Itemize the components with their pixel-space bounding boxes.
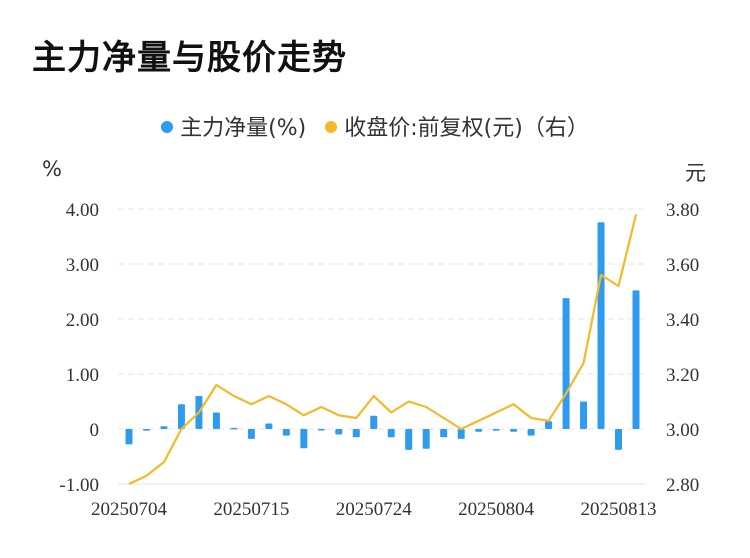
legend-dot-icon	[325, 121, 338, 133]
x-tick-label: 20250804	[458, 499, 535, 520]
bar	[492, 429, 500, 431]
y-right-tick-label: 3.60	[666, 255, 699, 276]
bar-series	[125, 222, 640, 450]
line-series	[128, 214, 638, 485]
bar	[300, 429, 308, 449]
bar	[387, 429, 395, 438]
bar	[527, 429, 535, 436]
bar	[457, 429, 465, 439]
y-left-tick-label: 3.00	[66, 255, 99, 276]
bar	[317, 429, 325, 431]
bar	[352, 429, 360, 438]
bar	[615, 429, 623, 450]
right-axis-unit: 元	[685, 161, 706, 185]
page-title: 主力净量与股价走势	[32, 38, 347, 78]
bar	[440, 429, 448, 438]
bar	[562, 298, 570, 429]
bar	[282, 429, 290, 436]
bar	[177, 404, 185, 429]
y-left-tick-label: -1.00	[59, 475, 99, 496]
left-axis-unit: %	[42, 157, 62, 181]
bar	[580, 401, 588, 429]
y-right-tick-label: 3.40	[666, 310, 699, 331]
y-right-tick-label: 3.20	[666, 365, 699, 386]
bar	[212, 412, 220, 429]
y-left-tick-label: 0	[90, 420, 100, 441]
axis-ticks: 4.00 3.80 3.00 3.60 2.00 3.40 1.00 3.20 0 3.00 -1.…	[59, 200, 699, 520]
y-left-tick-label: 1.00	[66, 365, 99, 386]
legend-label: 收盘价:前复权(元)（右）	[344, 116, 589, 141]
y-right-tick-label: 3.80	[666, 200, 699, 221]
chart-legend: 主力净量(%) 收盘价:前复权(元)（右）	[0, 110, 750, 142]
bar	[160, 426, 168, 429]
bar	[247, 429, 255, 439]
x-tick-label: 20250715	[213, 499, 289, 520]
bar	[370, 415, 378, 429]
legend-dot-icon	[161, 121, 174, 133]
price-line	[128, 214, 638, 485]
bar	[475, 429, 483, 432]
grid-lines	[118, 208, 645, 485]
bar	[335, 429, 343, 435]
bar	[422, 429, 430, 449]
bar	[265, 423, 273, 429]
y-right-tick-label: 2.80	[666, 475, 699, 496]
y-right-tick-label: 3.00	[666, 420, 699, 441]
bar	[597, 222, 605, 429]
bar	[510, 429, 518, 432]
bar	[405, 429, 413, 450]
bar	[545, 421, 553, 429]
x-tick-label: 20250704	[91, 499, 168, 520]
bar	[230, 427, 238, 430]
x-tick-label: 20250813	[581, 499, 657, 520]
x-tick-label: 20250724	[336, 499, 413, 520]
y-left-tick-label: 2.00	[66, 310, 99, 331]
bar	[142, 429, 150, 431]
y-left-tick-label: 4.00	[66, 200, 99, 221]
bar	[632, 290, 640, 429]
legend-item-net-volume[interactable]: 主力净量(%)	[161, 110, 306, 142]
bar	[125, 429, 133, 445]
legend-label: 主力净量(%)	[180, 116, 307, 141]
legend-item-close-price[interactable]: 收盘价:前复权(元)（右）	[325, 110, 589, 142]
